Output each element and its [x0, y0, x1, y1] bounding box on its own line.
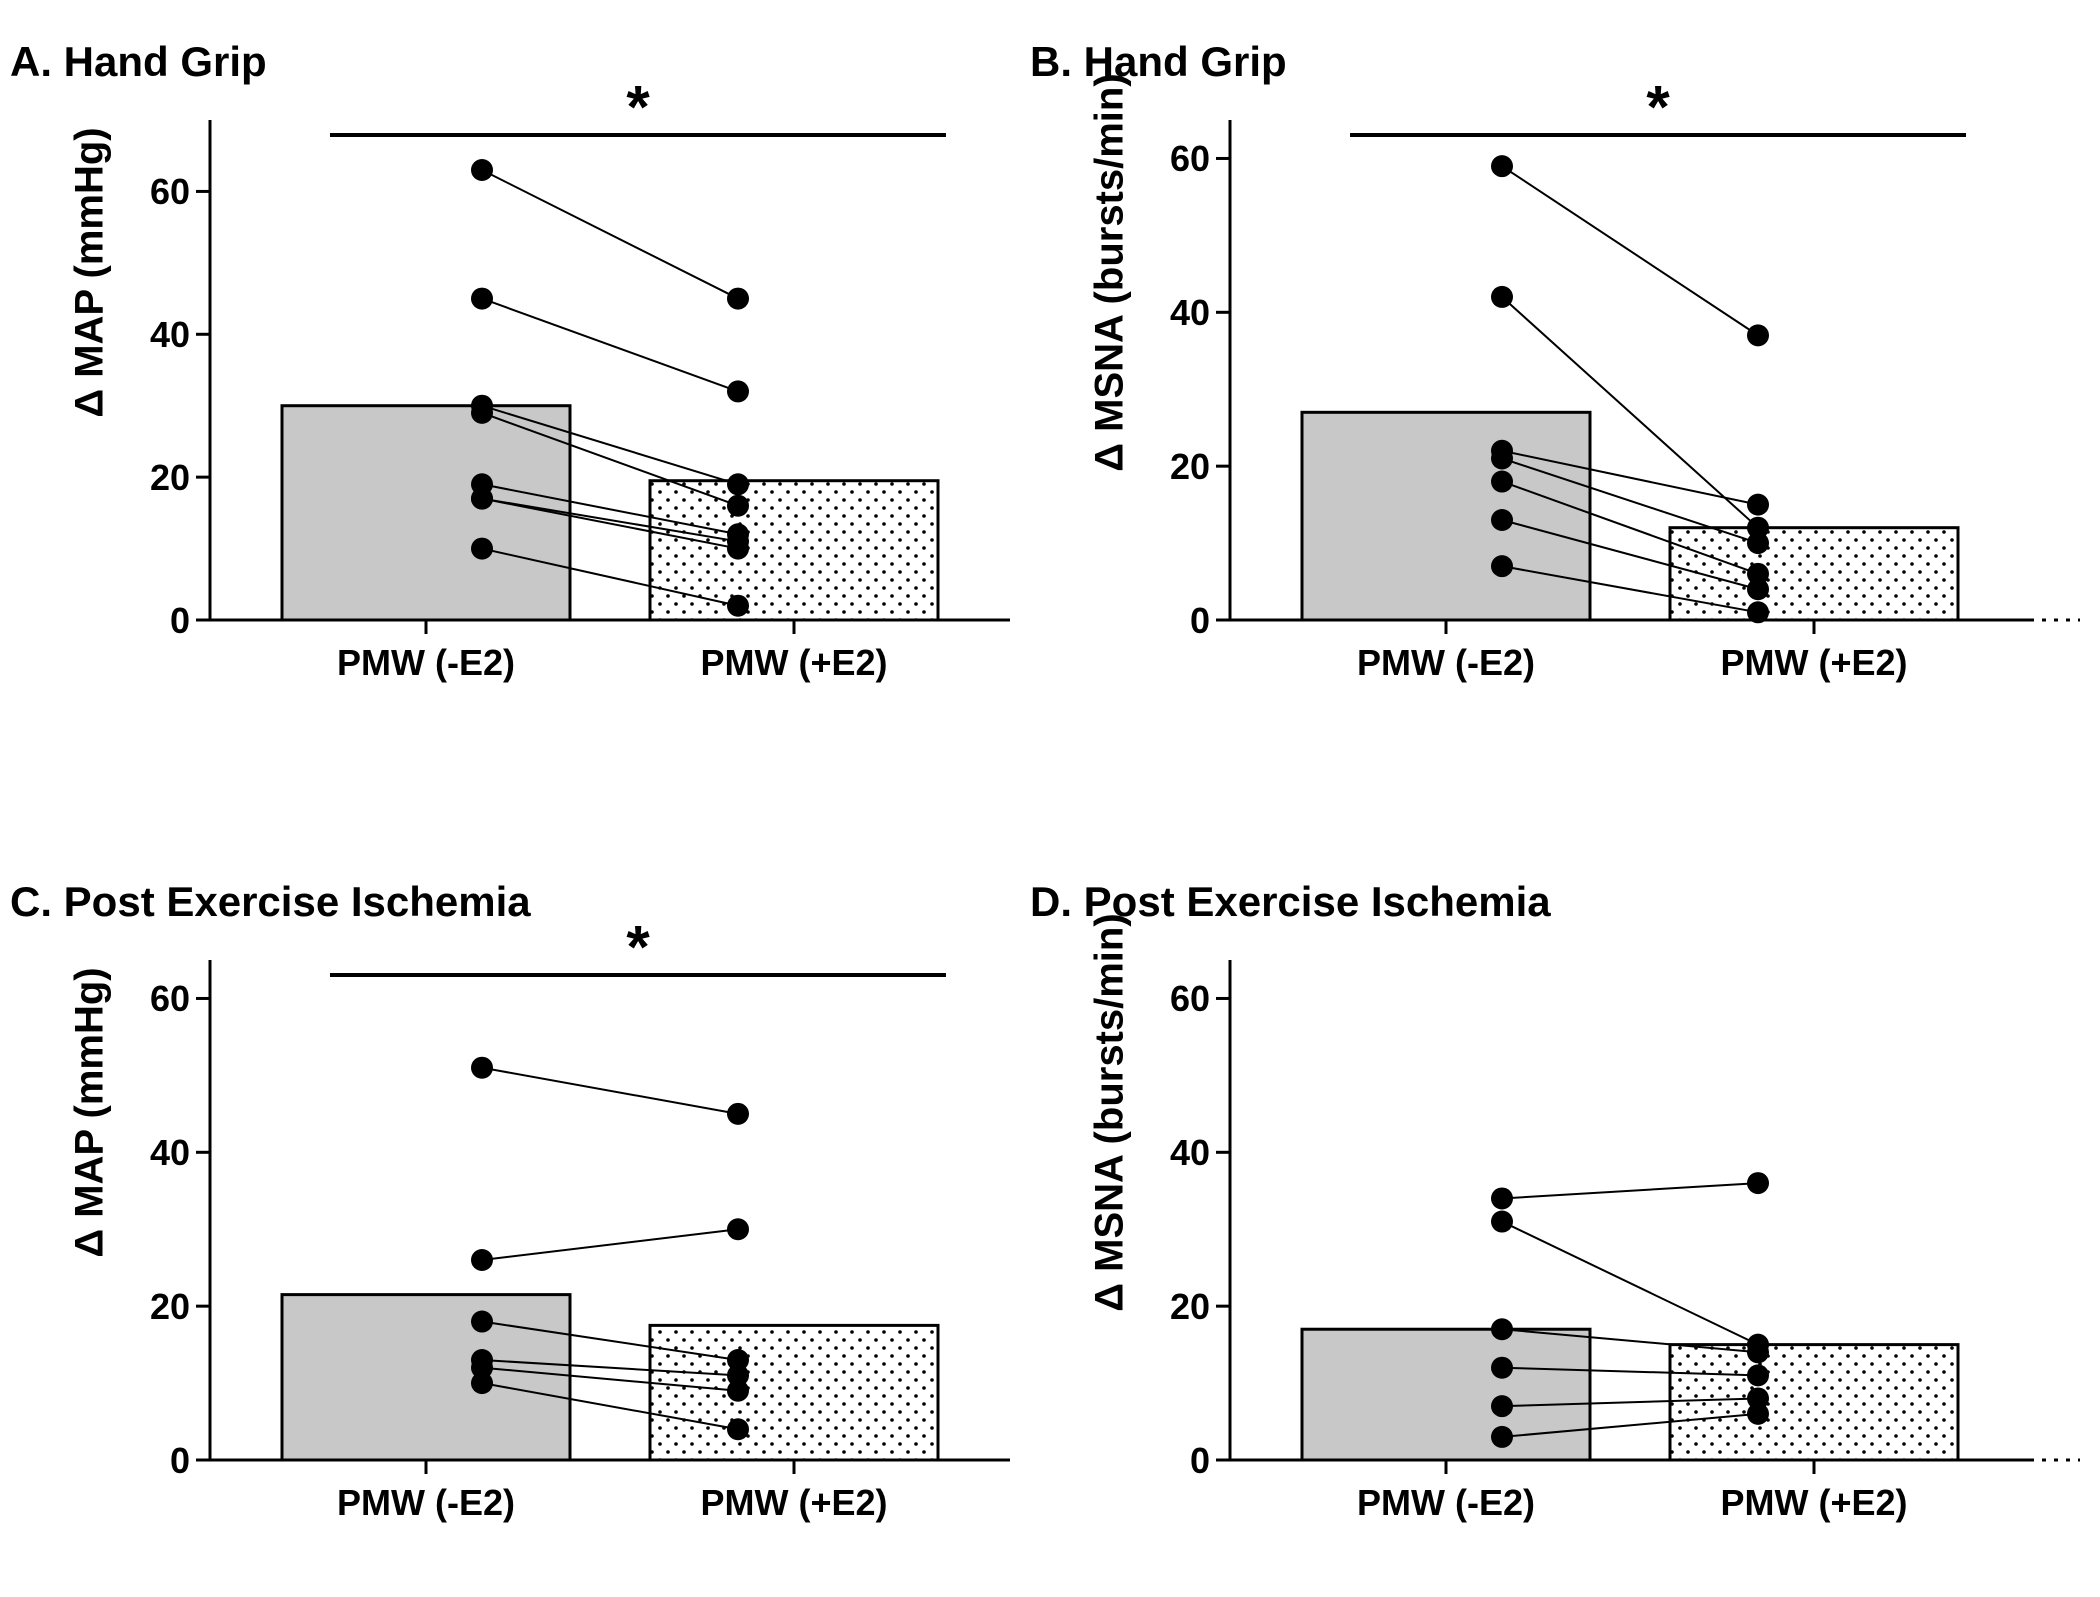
y-tick-label: 60 — [110, 171, 190, 213]
bar — [1302, 1329, 1590, 1460]
pair-line — [482, 299, 738, 392]
y-tick-label: 40 — [1130, 292, 1210, 334]
data-point — [727, 288, 749, 310]
y-tick-label: 0 — [110, 600, 190, 642]
significance-star: * — [626, 73, 649, 142]
x-tick-label: PMW (-E2) — [306, 1482, 546, 1524]
bar — [282, 1295, 570, 1460]
data-point — [471, 488, 493, 510]
significance-star: * — [626, 913, 649, 982]
y-tick-label: 40 — [110, 1132, 190, 1174]
data-point — [1491, 447, 1513, 469]
data-point — [1491, 471, 1513, 493]
bar — [1670, 1345, 1958, 1460]
data-point — [1491, 286, 1513, 308]
y-tick-label: 40 — [1130, 1132, 1210, 1174]
data-point — [471, 538, 493, 560]
chart-svg — [160, 120, 1060, 720]
y-tick-label: 0 — [110, 1440, 190, 1482]
y-axis-label: Δ MSNA (bursts/min) — [1088, 913, 1133, 1513]
panel-D: D. Post Exercise IschemiaΔ MSNA (bursts/… — [1230, 960, 2030, 1460]
data-point — [727, 1418, 749, 1440]
bar — [1302, 412, 1590, 620]
data-point — [1491, 1395, 1513, 1417]
bar — [282, 406, 570, 620]
y-tick-label: 40 — [110, 314, 190, 356]
data-point — [1747, 1364, 1769, 1386]
data-point — [727, 495, 749, 517]
data-point — [471, 1057, 493, 1079]
data-point — [1491, 1211, 1513, 1233]
chart-svg — [1180, 960, 2080, 1560]
x-tick-label: PMW (+E2) — [1694, 642, 1934, 684]
bar — [650, 1325, 938, 1460]
y-axis-label: Δ MSNA (bursts/min) — [1088, 73, 1133, 673]
y-tick-label: 60 — [1130, 978, 1210, 1020]
pair-line — [1502, 166, 1758, 335]
y-tick-label: 20 — [1130, 1286, 1210, 1328]
data-point — [471, 159, 493, 181]
data-point — [1491, 1318, 1513, 1340]
data-point — [471, 1311, 493, 1333]
data-point — [1747, 1172, 1769, 1194]
data-point — [1491, 155, 1513, 177]
y-tick-label: 20 — [1130, 446, 1210, 488]
data-point — [1747, 324, 1769, 346]
x-tick-label: PMW (-E2) — [1326, 1482, 1566, 1524]
y-tick-label: 60 — [1130, 138, 1210, 180]
bar — [1670, 528, 1958, 620]
data-point — [1747, 1341, 1769, 1363]
data-point — [1747, 601, 1769, 623]
y-tick-label: 20 — [110, 457, 190, 499]
figure-container: A. Hand GripΔ MAP (mmHg) 0204060PMW (-E2… — [0, 0, 2100, 1597]
panel-B: B. Hand GripΔ MSNA (bursts/min) 0204060P… — [1230, 120, 2030, 620]
y-tick-label: 0 — [1130, 600, 1210, 642]
x-tick-label: PMW (+E2) — [1694, 1482, 1934, 1524]
data-point — [1747, 494, 1769, 516]
data-point — [727, 595, 749, 617]
data-point — [727, 1380, 749, 1402]
data-point — [727, 473, 749, 495]
data-point — [727, 1218, 749, 1240]
data-point — [1747, 532, 1769, 554]
panel-title: A. Hand Grip — [10, 38, 267, 86]
panel-C: C. Post Exercise IschemiaΔ MAP (mmHg) 02… — [210, 960, 1010, 1460]
data-point — [471, 288, 493, 310]
data-point — [471, 1249, 493, 1271]
bar — [650, 481, 938, 620]
y-axis-label: Δ MAP (mmHg) — [68, 73, 113, 673]
data-point — [1491, 555, 1513, 577]
pair-line — [482, 170, 738, 299]
panel-A: A. Hand GripΔ MAP (mmHg) 0204060PMW (-E2… — [210, 120, 1010, 620]
data-point — [1491, 1426, 1513, 1448]
data-point — [1747, 578, 1769, 600]
chart-svg — [1180, 120, 2080, 720]
data-point — [471, 1372, 493, 1394]
data-point — [471, 402, 493, 424]
data-point — [1491, 509, 1513, 531]
pair-line — [1502, 1222, 1758, 1345]
data-point — [1491, 1187, 1513, 1209]
pair-line — [482, 1229, 738, 1260]
y-tick-label: 20 — [110, 1286, 190, 1328]
data-point — [727, 380, 749, 402]
data-point — [727, 538, 749, 560]
y-tick-label: 0 — [1130, 1440, 1210, 1482]
x-tick-label: PMW (+E2) — [674, 642, 914, 684]
data-point — [1491, 1357, 1513, 1379]
x-tick-label: PMW (-E2) — [1326, 642, 1566, 684]
data-point — [1747, 1403, 1769, 1425]
pair-line — [482, 1068, 738, 1114]
pair-line — [1502, 1183, 1758, 1198]
significance-star: * — [1646, 73, 1669, 142]
x-tick-label: PMW (-E2) — [306, 642, 546, 684]
chart-svg — [160, 960, 1060, 1560]
panel-title: B. Hand Grip — [1030, 38, 1287, 86]
data-point — [727, 1103, 749, 1125]
y-axis-label: Δ MAP (mmHg) — [68, 913, 113, 1513]
x-tick-label: PMW (+E2) — [674, 1482, 914, 1524]
y-tick-label: 60 — [110, 978, 190, 1020]
